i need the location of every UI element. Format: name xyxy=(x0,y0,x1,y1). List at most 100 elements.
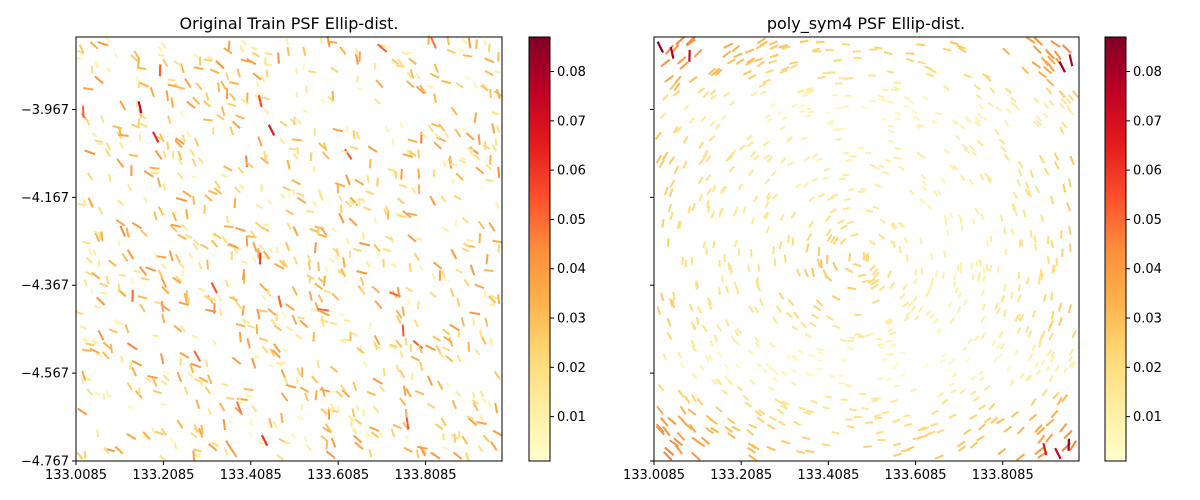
whisker xyxy=(487,43,491,53)
whisker xyxy=(120,355,124,364)
whisker xyxy=(369,322,372,329)
whisker xyxy=(203,58,213,62)
whisker xyxy=(677,351,683,359)
whisker xyxy=(1054,365,1060,372)
whisker xyxy=(799,39,809,44)
whisker xyxy=(671,299,676,309)
whisker xyxy=(766,445,776,452)
whisker xyxy=(450,433,459,440)
whisker xyxy=(899,293,906,300)
whisker xyxy=(401,324,405,337)
whisker xyxy=(659,417,669,427)
whisker xyxy=(466,147,474,152)
whisker xyxy=(690,394,697,403)
whisker xyxy=(206,56,214,61)
whisker xyxy=(1033,120,1040,128)
whisker xyxy=(169,437,174,444)
whisker xyxy=(261,255,269,260)
x-tick-label: 133.2085 xyxy=(710,468,772,483)
whisker xyxy=(189,148,196,157)
whisker xyxy=(256,308,261,320)
whisker xyxy=(454,220,458,227)
whisker xyxy=(949,317,956,324)
whisker xyxy=(943,250,947,258)
whisker xyxy=(874,183,881,187)
whisker xyxy=(864,151,872,155)
whisker xyxy=(1043,293,1047,303)
whisker xyxy=(198,427,204,438)
whisker xyxy=(877,377,884,381)
whisker xyxy=(414,237,423,241)
whisker xyxy=(293,256,299,265)
whisker xyxy=(113,52,119,59)
whisker xyxy=(98,206,104,215)
whisker xyxy=(425,344,436,351)
whisker xyxy=(491,110,500,116)
whisker xyxy=(262,250,271,260)
whisker xyxy=(359,276,365,286)
whisker xyxy=(357,199,362,207)
whisker xyxy=(956,440,966,448)
whisker xyxy=(873,166,880,171)
whisker xyxy=(87,197,94,208)
whisker xyxy=(848,188,856,191)
whisker xyxy=(927,285,933,293)
whisker xyxy=(1049,195,1055,205)
whisker xyxy=(874,416,883,420)
whisker xyxy=(768,342,776,348)
whisker xyxy=(324,423,332,433)
whisker xyxy=(708,67,717,75)
whisker xyxy=(355,404,360,412)
whisker xyxy=(292,152,299,160)
whisker xyxy=(962,299,968,306)
whisker xyxy=(147,375,158,380)
whisker xyxy=(757,263,761,272)
whisker xyxy=(83,279,88,287)
whisker xyxy=(667,416,677,426)
whisker xyxy=(1067,93,1075,102)
whisker xyxy=(302,46,307,56)
whisker xyxy=(429,72,440,79)
whisker xyxy=(852,262,862,268)
whisker xyxy=(406,80,415,89)
whisker xyxy=(258,309,268,313)
whisker xyxy=(829,235,837,244)
whisker xyxy=(182,190,192,198)
whisker xyxy=(892,418,901,424)
whisker xyxy=(913,277,918,285)
whisker xyxy=(339,204,343,214)
whisker xyxy=(967,338,973,345)
whisker xyxy=(1010,101,1017,108)
whisker xyxy=(276,454,284,461)
whisker xyxy=(970,150,978,157)
whisker xyxy=(87,172,94,181)
whisker xyxy=(825,110,831,115)
whisker xyxy=(1059,126,1065,135)
whisker xyxy=(891,88,898,92)
whisker xyxy=(318,142,327,150)
whisker xyxy=(994,128,1000,136)
whisker xyxy=(978,369,984,376)
whisker xyxy=(948,382,955,388)
whisker xyxy=(781,116,788,121)
whisker xyxy=(1068,348,1074,356)
whisker xyxy=(402,153,413,158)
whisker xyxy=(238,398,244,405)
whisker xyxy=(471,399,480,405)
whisker xyxy=(401,51,409,56)
whisker xyxy=(140,229,148,237)
whisker xyxy=(267,199,273,206)
whisker xyxy=(769,102,776,108)
whisker xyxy=(949,388,957,394)
whisker xyxy=(1050,409,1059,419)
whisker xyxy=(808,196,816,203)
whisker xyxy=(126,382,133,391)
whisker xyxy=(1010,410,1020,418)
whisker xyxy=(1069,155,1075,165)
whisker xyxy=(984,74,992,82)
whisker xyxy=(330,437,337,448)
whisker xyxy=(745,59,754,67)
whisker xyxy=(1040,214,1045,223)
whisker xyxy=(401,306,405,317)
whisker xyxy=(841,43,850,46)
